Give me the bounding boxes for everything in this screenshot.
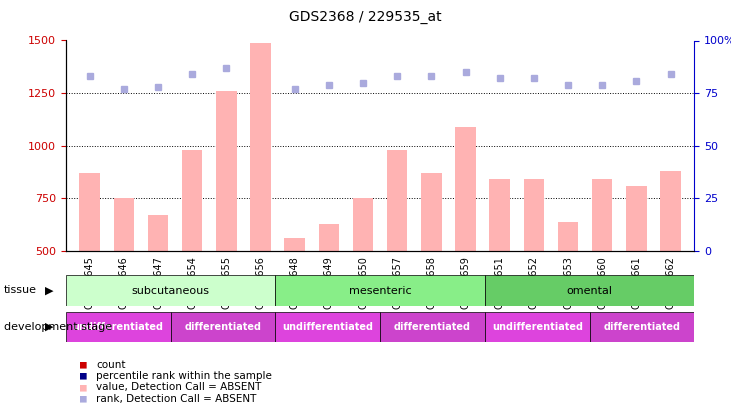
FancyBboxPatch shape xyxy=(66,312,170,342)
Text: ■: ■ xyxy=(80,371,87,381)
Text: mesenteric: mesenteric xyxy=(349,286,412,296)
Text: percentile rank within the sample: percentile rank within the sample xyxy=(96,371,273,381)
Bar xyxy=(626,186,647,356)
Text: ▶: ▶ xyxy=(45,286,54,295)
Text: undifferentiated: undifferentiated xyxy=(72,322,164,332)
Bar xyxy=(455,127,476,356)
Text: differentiated: differentiated xyxy=(604,322,681,332)
Bar xyxy=(592,179,613,356)
Bar xyxy=(113,198,134,356)
Text: differentiated: differentiated xyxy=(184,322,262,332)
Bar xyxy=(660,171,681,356)
Bar xyxy=(490,179,510,356)
Text: GDS2368 / 229535_at: GDS2368 / 229535_at xyxy=(289,10,442,24)
Bar xyxy=(250,43,270,356)
Text: ▶: ▶ xyxy=(45,322,54,332)
Bar xyxy=(148,215,168,356)
Bar xyxy=(353,198,374,356)
Text: ■: ■ xyxy=(80,360,87,369)
FancyBboxPatch shape xyxy=(276,275,485,306)
Bar xyxy=(523,179,544,356)
FancyBboxPatch shape xyxy=(170,312,276,342)
Bar xyxy=(319,224,339,356)
FancyBboxPatch shape xyxy=(485,275,694,306)
Bar xyxy=(387,150,407,356)
Text: omental: omental xyxy=(567,286,613,296)
Text: undifferentiated: undifferentiated xyxy=(492,322,583,332)
Bar xyxy=(216,91,237,356)
Bar xyxy=(80,173,100,356)
Text: differentiated: differentiated xyxy=(394,322,471,332)
Text: undifferentiated: undifferentiated xyxy=(282,322,374,332)
FancyBboxPatch shape xyxy=(485,312,590,342)
FancyBboxPatch shape xyxy=(380,312,485,342)
Text: development stage: development stage xyxy=(4,322,112,332)
Bar xyxy=(182,150,202,356)
Bar xyxy=(558,222,578,356)
FancyBboxPatch shape xyxy=(590,312,694,342)
Bar xyxy=(421,173,442,356)
Text: rank, Detection Call = ABSENT: rank, Detection Call = ABSENT xyxy=(96,394,257,403)
Text: count: count xyxy=(96,360,126,369)
Text: tissue: tissue xyxy=(4,286,37,295)
Text: subcutaneous: subcutaneous xyxy=(132,286,210,296)
Text: ■: ■ xyxy=(80,394,87,403)
Text: value, Detection Call = ABSENT: value, Detection Call = ABSENT xyxy=(96,382,262,392)
Bar xyxy=(284,239,305,356)
Text: ■: ■ xyxy=(80,382,87,392)
FancyBboxPatch shape xyxy=(276,312,380,342)
FancyBboxPatch shape xyxy=(66,275,276,306)
